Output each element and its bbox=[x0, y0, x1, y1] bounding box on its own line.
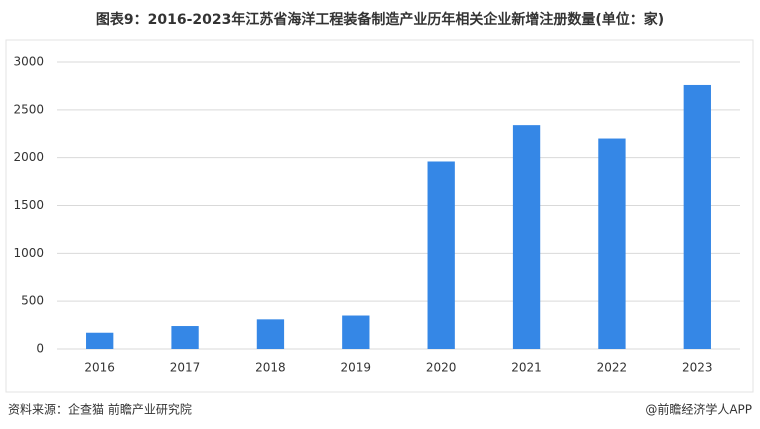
x-tick-label: 2021 bbox=[511, 361, 542, 375]
x-tick-label: 2017 bbox=[170, 361, 201, 375]
y-tick-label: 0 bbox=[36, 342, 44, 356]
bar bbox=[598, 138, 626, 349]
x-tick-label: 2020 bbox=[426, 361, 457, 375]
y-tick-label: 3000 bbox=[13, 55, 44, 69]
bar bbox=[512, 125, 541, 349]
plot-frame bbox=[5, 39, 754, 393]
bar bbox=[683, 84, 711, 350]
bar bbox=[256, 319, 285, 349]
bar bbox=[86, 332, 114, 349]
x-tick-label: 2018 bbox=[255, 361, 286, 375]
credit: @前瞻经济学人APP bbox=[645, 402, 752, 417]
chart-title: 图表9：2016-2023年江苏省海洋工程装备制造产业历年相关企业新增注册数量(… bbox=[96, 11, 664, 28]
source: 资料来源：企查猫 前瞻产业研究院 bbox=[8, 402, 192, 417]
y-tick-label: 2000 bbox=[13, 150, 44, 164]
x-tick-label: 2022 bbox=[597, 361, 628, 375]
y-tick-label: 1500 bbox=[13, 198, 44, 212]
bar bbox=[342, 315, 370, 349]
y-tick-label: 1000 bbox=[13, 246, 44, 260]
bar bbox=[171, 326, 199, 349]
x-tick-label: 2023 bbox=[682, 361, 713, 375]
bar bbox=[427, 161, 455, 349]
y-tick-label: 2500 bbox=[13, 102, 44, 116]
x-tick-label: 2016 bbox=[84, 361, 115, 375]
x-tick-label: 2019 bbox=[341, 361, 372, 375]
y-tick-label: 500 bbox=[21, 294, 44, 308]
